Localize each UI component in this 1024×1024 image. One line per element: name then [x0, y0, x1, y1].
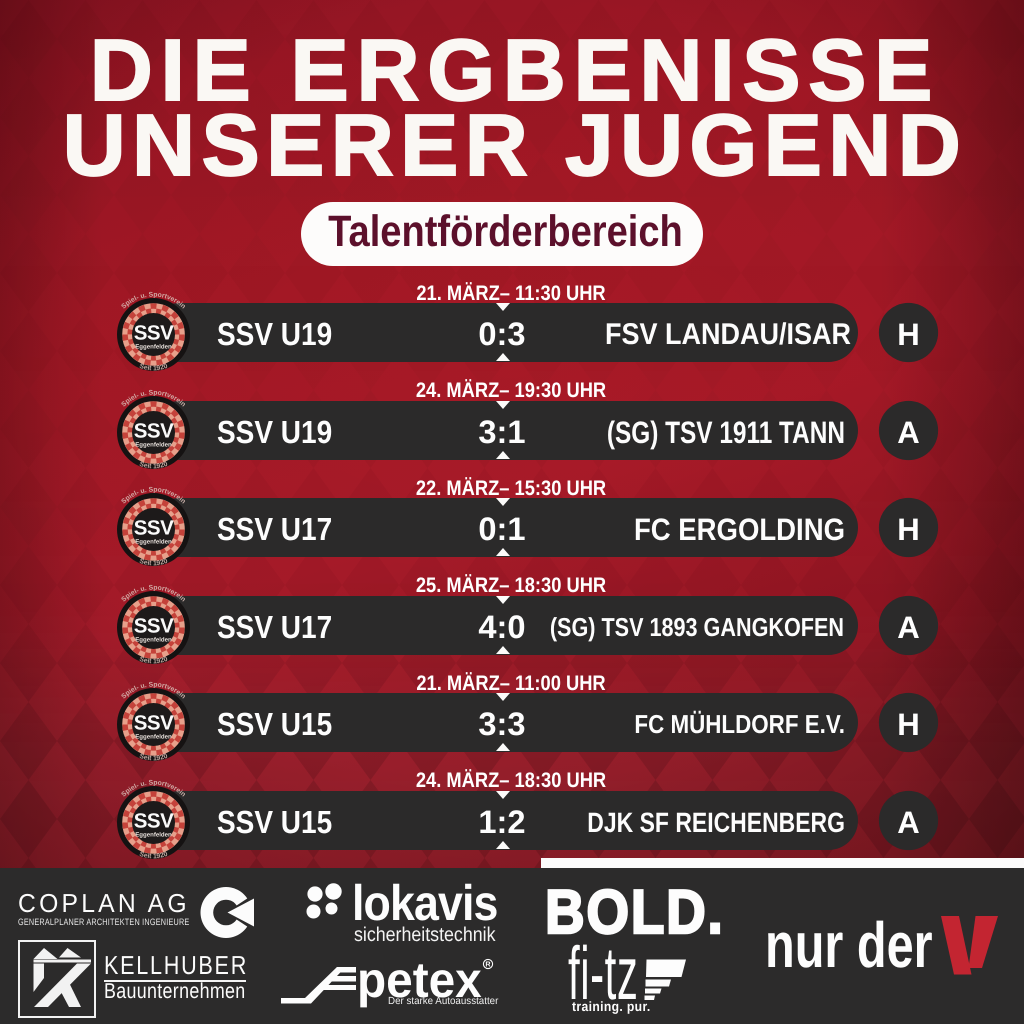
svg-text:Seit 1920: Seit 1920 [138, 558, 168, 568]
svg-text:Eggenfelden: Eggenfelden [135, 344, 172, 351]
svg-text:Eggenfelden: Eggenfelden [135, 831, 172, 838]
svg-text:Eggenfelden: Eggenfelden [135, 441, 172, 448]
svg-text:SSV: SSV [134, 809, 174, 832]
svg-text:Eggenfelden: Eggenfelden [135, 636, 172, 643]
svg-text:Seit 1920: Seit 1920 [138, 753, 168, 763]
svg-text:SSV: SSV [134, 712, 174, 735]
svg-text:Eggenfelden: Eggenfelden [135, 734, 172, 741]
svg-text:Seit 1920: Seit 1920 [138, 656, 168, 666]
svg-text:Seit 1920: Seit 1920 [138, 851, 168, 861]
svg-text:SSV: SSV [134, 419, 174, 442]
svg-text:SSV: SSV [134, 517, 174, 540]
svg-text:SSV: SSV [134, 614, 174, 637]
svg-text:Seit 1920: Seit 1920 [138, 363, 168, 373]
svg-text:R: R [485, 960, 491, 969]
svg-text:Eggenfelden: Eggenfelden [135, 539, 172, 546]
svg-text:Seit 1920: Seit 1920 [138, 461, 168, 471]
svg-text:SSV: SSV [134, 322, 174, 345]
